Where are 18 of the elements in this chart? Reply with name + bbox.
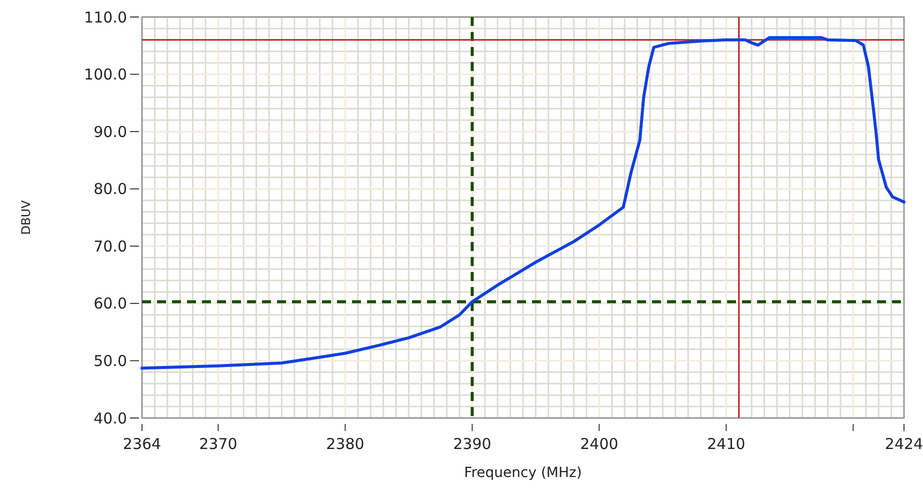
y-tick-label: 90.0 [94,122,127,141]
y-axis-title: DBUV [19,199,33,235]
y-tick-label: 80.0 [94,180,127,198]
x-tick-label: 2364 [122,435,162,453]
x-tick-label: 2380 [326,435,364,453]
x-tick-label: 2390 [453,435,492,453]
y-tick-label: 100.0 [84,66,127,84]
x-tick-label: 2370 [199,435,238,453]
x-tick-label: 2410 [707,435,746,453]
y-tick-label: 50.0 [94,352,127,370]
y-tick-label: 110.0 [84,8,127,26]
line-series [140,36,906,370]
x-tick-label: 2400 [580,435,618,453]
y-tick-label: 60.0 [94,294,127,313]
x-axis-title: Frequency (MHz) [464,465,582,481]
y-tick-label: 70.0 [94,237,127,256]
x-tick-label: 2424 [884,435,923,453]
y-tick-label: 40.0 [94,409,127,428]
